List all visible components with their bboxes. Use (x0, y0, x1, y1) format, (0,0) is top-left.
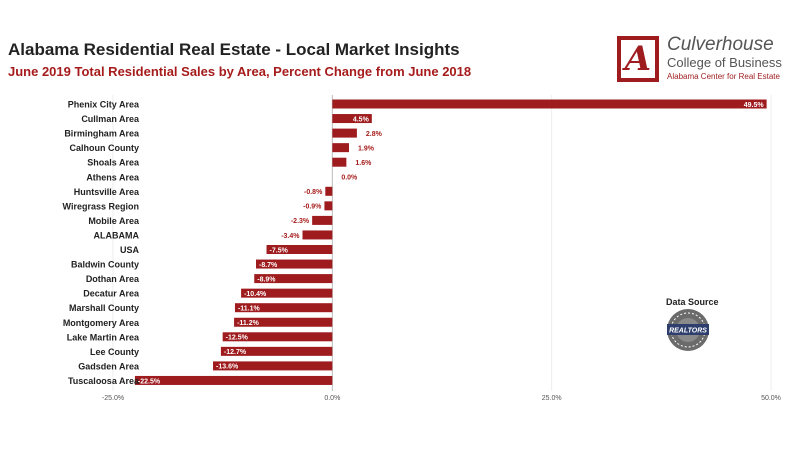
category-label: Decatur Area (83, 289, 140, 299)
bar (332, 114, 372, 124)
value-label: -0.9% (303, 204, 322, 211)
category-label: Lee County (90, 347, 139, 357)
bar (332, 128, 357, 138)
category-label: Athens Area (86, 172, 140, 182)
category-label: Gadsden Area (78, 361, 140, 371)
category-label: ALABAMA (94, 230, 140, 240)
category-label: Lake Martin Area (67, 332, 140, 342)
category-label: Marshall County (69, 303, 139, 313)
data-source-label: Data Source (666, 297, 719, 307)
realtors-badge-text: REALTORS (669, 328, 707, 335)
category-label: USA (120, 245, 140, 255)
category-label: Calhoun County (70, 143, 140, 153)
bar (254, 274, 333, 284)
logo-letter: A (624, 39, 652, 79)
value-label: 49.5% (744, 102, 765, 109)
category-label: Baldwin County (71, 260, 139, 270)
bar (324, 201, 333, 211)
bar (256, 259, 333, 269)
category-label: Dothan Area (86, 274, 140, 284)
value-labels: 49.5% 4.5% 2.8% 1.9% 1.6% 0.0% -0.8% -0.9% -2.3%… (138, 102, 764, 385)
bar (234, 317, 333, 327)
value-label: -22.5% (138, 378, 161, 385)
x-tick-label: 0.0% (324, 395, 340, 402)
category-label: Huntsville Area (74, 187, 140, 197)
bar (213, 361, 333, 371)
value-label: -11.1% (238, 306, 261, 313)
bar (241, 288, 333, 298)
category-label: Mobile Area (88, 216, 140, 226)
bar (325, 186, 333, 196)
alabama-a-icon: A (617, 36, 659, 82)
x-tick-label: -25.0% (102, 395, 124, 402)
realtors-seal-icon: REALTORS (667, 309, 709, 351)
value-label: -8.9% (257, 276, 276, 283)
value-label: 2.8% (366, 131, 383, 138)
category-label: Wiregrass Region (63, 201, 139, 211)
bar (332, 157, 347, 167)
value-label: -0.8% (304, 189, 323, 196)
x-tick-label: 50.0% (761, 395, 781, 402)
value-label: -12.5% (226, 335, 249, 342)
page-subtitle: June 2019 Total Residential Sales by Are… (8, 64, 472, 79)
logo-name: Culverhouse (667, 34, 774, 55)
value-label: -3.4% (281, 233, 300, 240)
value-label: -12.7% (224, 349, 247, 356)
bar (134, 375, 333, 385)
bar (266, 245, 333, 254)
value-label: -10.4% (244, 291, 267, 298)
value-label: -8.7% (259, 262, 278, 269)
bar (332, 143, 350, 153)
bar (332, 99, 767, 109)
value-label: 0.0% (341, 175, 358, 182)
value-label: 1.6% (355, 160, 372, 167)
logo-college: College of Business (667, 55, 782, 70)
value-label: 1.9% (358, 145, 375, 152)
bar (222, 332, 333, 342)
category-label: Shoals Area (87, 158, 140, 168)
value-label: -7.5% (270, 247, 289, 254)
bar (234, 303, 333, 313)
category-label: Cullman Area (81, 114, 140, 124)
category-label: Phenix City Area (68, 100, 140, 110)
gridlines (112, 95, 772, 391)
value-label: -11.2% (237, 320, 260, 327)
bar (312, 215, 333, 225)
value-label: 4.5% (353, 116, 370, 123)
category-label: Montgomery Area (63, 318, 140, 328)
category-labels: Phenix City Area Cullman Area Birmingham A… (63, 100, 140, 386)
x-tick-labels: -25.0% 0.0% 25.0% 50.0% (102, 395, 781, 402)
x-tick-label: 25.0% (542, 395, 562, 402)
bar (220, 346, 333, 356)
page-title: Alabama Residential Real Estate - Local … (8, 40, 460, 59)
value-label: -13.6% (216, 364, 239, 371)
category-label: Tuscaloosa Area (68, 376, 140, 386)
value-label: -2.3% (291, 218, 310, 225)
culverhouse-logo: A Culverhouse College of Business Alabam… (617, 34, 797, 86)
bars (134, 99, 767, 385)
bar (302, 230, 333, 240)
logo-center: Alabama Center for Real Estate (667, 72, 780, 81)
category-label: Birmingham Area (64, 129, 140, 139)
